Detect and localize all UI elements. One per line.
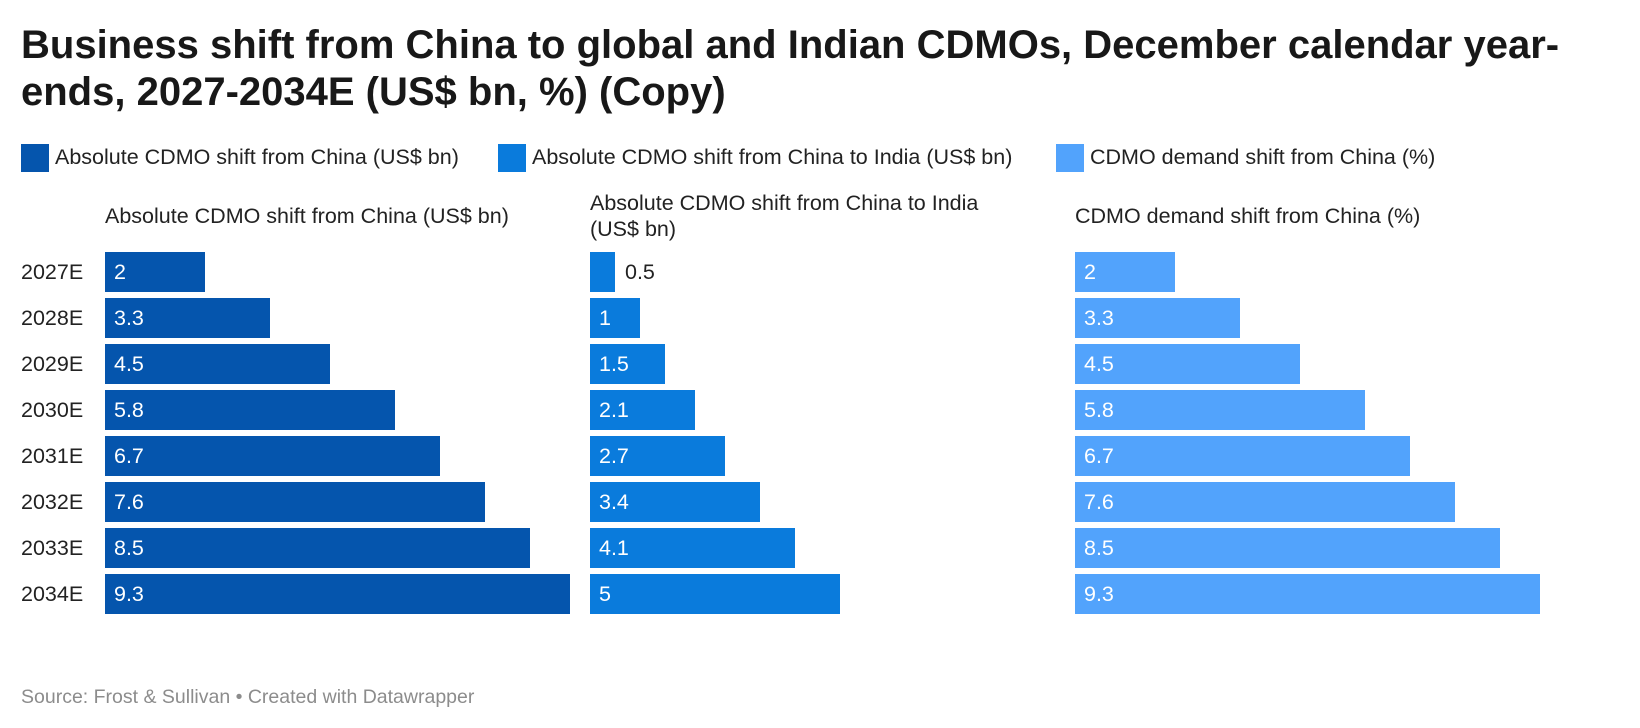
bar-demand-pct-2027e xyxy=(1075,252,1175,292)
data-label-absolute-china-2034e: 9.3 xyxy=(114,582,144,606)
data-label-absolute-china-2029e: 4.5 xyxy=(114,352,144,376)
data-label-absolute-china-2027e: 2 xyxy=(114,260,126,284)
bar-absolute-china-2029e xyxy=(105,344,330,384)
data-label-demand-pct-2033e: 8.5 xyxy=(1084,536,1114,560)
row-label-2027e: 2027E xyxy=(21,260,84,284)
bar-absolute-india-2027e xyxy=(590,252,615,292)
bar-absolute-india-2030e xyxy=(590,390,695,430)
row-label-2031e: 2031E xyxy=(21,444,84,468)
data-label-absolute-china-2032e: 7.6 xyxy=(114,490,144,514)
legend-label-demand-pct: CDMO demand shift from China (%) xyxy=(1090,145,1436,169)
bar-demand-pct-2029e xyxy=(1075,344,1300,384)
data-label-absolute-india-2027e: 0.5 xyxy=(625,260,655,284)
legend-label-absolute-india: Absolute CDMO shift from China to India … xyxy=(532,145,1013,169)
data-label-absolute-india-2032e: 3.4 xyxy=(599,490,629,514)
data-label-absolute-india-2029e: 1.5 xyxy=(599,352,629,376)
bar-absolute-india-2034e xyxy=(590,574,840,614)
data-label-absolute-china-2031e: 6.7 xyxy=(114,444,144,468)
data-label-demand-pct-2027e: 2 xyxy=(1084,260,1096,284)
bar-demand-pct-2028e xyxy=(1075,298,1240,338)
data-label-demand-pct-2030e: 5.8 xyxy=(1084,398,1114,422)
data-label-absolute-india-2033e: 4.1 xyxy=(599,536,629,560)
legend-swatch-absolute-india xyxy=(498,144,526,172)
data-label-demand-pct-2028e: 3.3 xyxy=(1084,306,1114,330)
panel-title-absolute-china: Absolute CDMO shift from China (US$ bn) xyxy=(105,204,509,228)
legend-label-absolute-china: Absolute CDMO shift from China (US$ bn) xyxy=(55,145,459,169)
bar-absolute-india-2031e xyxy=(590,436,725,476)
bar-absolute-india-2028e xyxy=(590,298,640,338)
data-label-demand-pct-2034e: 9.3 xyxy=(1084,582,1114,606)
data-label-absolute-china-2033e: 8.5 xyxy=(114,536,144,560)
panel-title-absolute-india: Absolute CDMO shift from China to India … xyxy=(590,191,979,241)
data-label-demand-pct-2031e: 6.7 xyxy=(1084,444,1114,468)
data-label-absolute-india-2031e: 2.7 xyxy=(599,444,629,468)
data-label-absolute-china-2028e: 3.3 xyxy=(114,306,144,330)
row-label-2029e: 2029E xyxy=(21,352,84,376)
row-label-2028e: 2028E xyxy=(21,306,84,330)
bar-absolute-china-2033e xyxy=(105,528,530,568)
data-label-absolute-india-2030e: 2.1 xyxy=(599,398,629,422)
bar-absolute-china-2030e xyxy=(105,390,395,430)
bar-demand-pct-2031e xyxy=(1075,436,1410,476)
row-label-2034e: 2034E xyxy=(21,582,84,606)
row-label-2033e: 2033E xyxy=(21,536,84,560)
data-label-absolute-india-2028e: 1 xyxy=(599,306,611,330)
panel-title-demand-pct: CDMO demand shift from China (%) xyxy=(1075,204,1421,228)
data-label-demand-pct-2032e: 7.6 xyxy=(1084,490,1114,514)
row-label-2030e: 2030E xyxy=(21,398,84,422)
bar-absolute-china-2028e xyxy=(105,298,270,338)
source-note: Source: Frost & Sullivan • Created with … xyxy=(21,686,475,708)
legend-swatch-absolute-china xyxy=(21,144,49,172)
data-label-demand-pct-2029e: 4.5 xyxy=(1084,352,1114,376)
bar-demand-pct-2033e xyxy=(1075,528,1500,568)
data-label-absolute-india-2034e: 5 xyxy=(599,582,611,606)
data-label-absolute-china-2030e: 5.8 xyxy=(114,398,144,422)
bar-demand-pct-2032e xyxy=(1075,482,1455,522)
bar-absolute-china-2027e xyxy=(105,252,205,292)
bar-demand-pct-2034e xyxy=(1075,574,1540,614)
bar-absolute-china-2031e xyxy=(105,436,440,476)
bar-absolute-india-2033e xyxy=(590,528,795,568)
legend-swatch-demand-pct xyxy=(1056,144,1084,172)
bar-demand-pct-2030e xyxy=(1075,390,1365,430)
row-label-2032e: 2032E xyxy=(21,490,84,514)
bar-absolute-india-2029e xyxy=(590,344,665,384)
chart-title: Business shift from China to global and … xyxy=(21,23,1560,114)
bar-absolute-china-2034e xyxy=(105,574,570,614)
bar-absolute-china-2032e xyxy=(105,482,485,522)
bar-absolute-india-2032e xyxy=(590,482,760,522)
